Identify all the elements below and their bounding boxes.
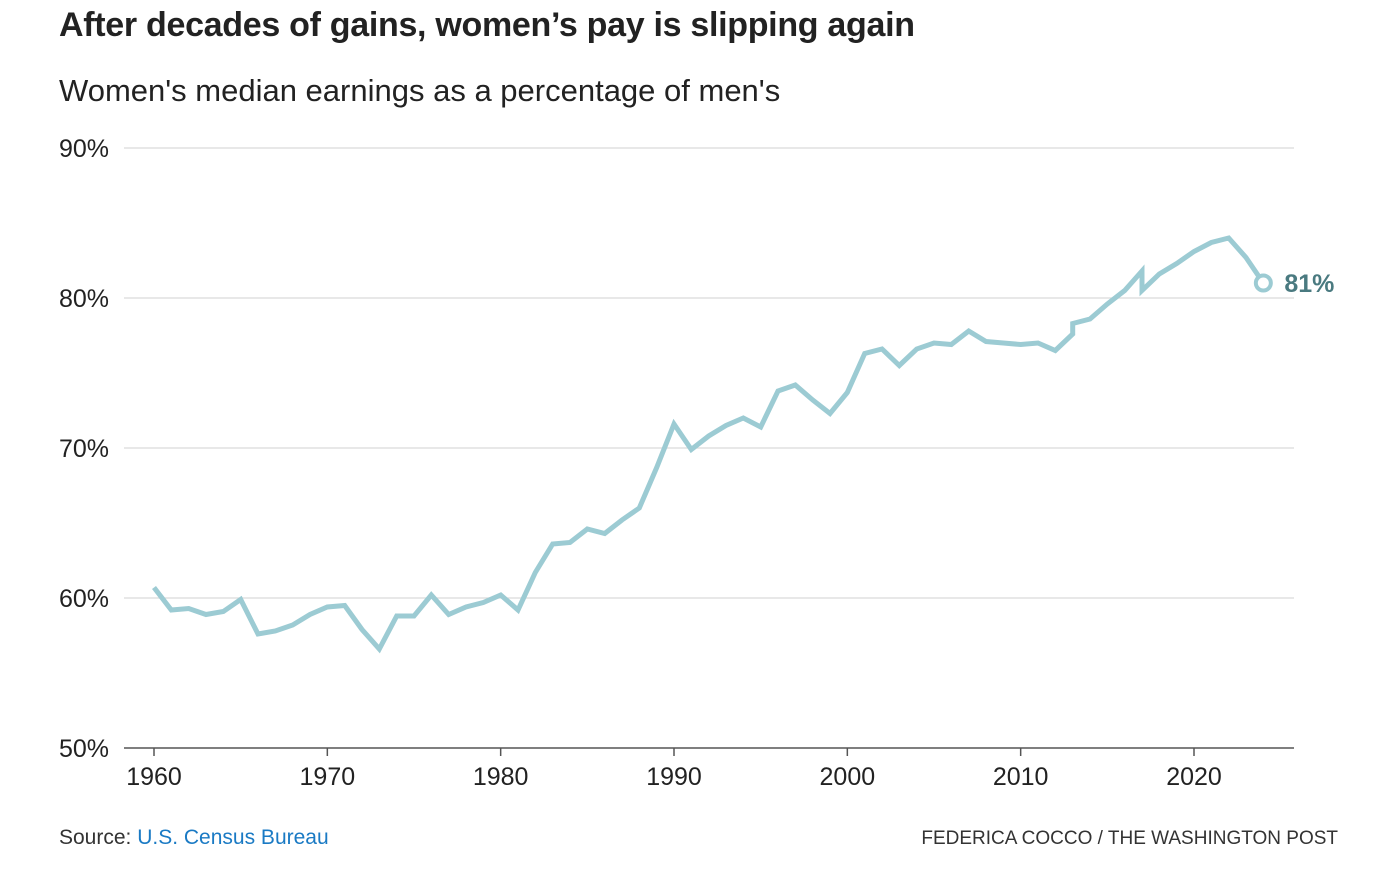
y-axis-labels: 50% 60% 70% 80% 90%	[59, 135, 109, 763]
data-point	[325, 605, 330, 610]
data-point	[1209, 240, 1214, 245]
data-point	[256, 632, 261, 637]
x-tick-label: 2020	[1166, 763, 1222, 791]
data-point	[602, 531, 607, 536]
data-point	[949, 342, 954, 347]
data-point	[914, 347, 919, 352]
data-point	[741, 416, 746, 421]
data-point	[221, 609, 226, 614]
data-point	[776, 389, 781, 394]
end-point-marker	[1253, 273, 1273, 293]
data-point	[810, 398, 815, 403]
credit-line: FEDERICA COCCO / THE WASHINGTON POST	[921, 828, 1338, 849]
data-point	[377, 647, 382, 652]
x-tick-label: 1970	[300, 763, 356, 791]
data-point	[1244, 255, 1249, 260]
data-point	[360, 627, 365, 632]
x-tick-label: 1990	[646, 763, 702, 791]
data-point	[1192, 249, 1197, 254]
data-point	[758, 425, 763, 430]
x-tick-label: 2000	[820, 763, 876, 791]
y-tick-label: 70%	[59, 435, 109, 463]
data-point	[845, 390, 850, 395]
data-point	[932, 341, 937, 346]
data-point	[793, 383, 798, 388]
gridlines	[124, 147, 1294, 749]
source-link[interactable]: U.S. Census Bureau	[137, 826, 329, 849]
data-point	[308, 612, 313, 617]
annotation-layer: 81%	[1284, 270, 1334, 298]
data-point	[706, 434, 711, 439]
data-point	[1070, 321, 1075, 326]
data-point	[481, 600, 486, 605]
data-point	[1105, 302, 1110, 307]
data-point	[1053, 348, 1058, 353]
x-tick-label: 1980	[473, 763, 529, 791]
data-point	[585, 527, 590, 532]
data-point	[828, 411, 833, 416]
data-point	[1088, 317, 1093, 322]
y-tick-label: 80%	[59, 285, 109, 313]
data-point	[342, 603, 347, 608]
data-point	[533, 570, 538, 575]
data-point	[568, 540, 573, 545]
data-point	[498, 593, 503, 598]
data-point	[204, 612, 209, 617]
data-point	[429, 593, 434, 598]
data-point	[238, 597, 243, 602]
data-point	[1157, 272, 1162, 277]
data-point	[394, 614, 399, 619]
end-value-label: 81%	[1284, 270, 1334, 298]
data-point	[724, 423, 729, 428]
data-point	[672, 422, 677, 427]
data-point	[169, 608, 174, 613]
chart-subtitle: Women's median earnings as a percentage …	[59, 73, 781, 108]
series-layer	[152, 235, 1266, 654]
data-point	[1140, 269, 1145, 274]
data-point	[862, 351, 867, 356]
data-point	[186, 606, 191, 611]
data-point	[550, 542, 555, 547]
data-point	[464, 605, 469, 610]
data-point	[1174, 261, 1179, 266]
source-note: Source: U.S. Census Bureau	[59, 826, 329, 850]
data-point	[446, 612, 451, 617]
data-point	[1070, 332, 1075, 337]
data-point	[290, 623, 295, 628]
x-tick-label: 2010	[993, 763, 1049, 791]
data-point	[516, 608, 521, 613]
data-point	[1036, 341, 1041, 346]
data-point	[620, 518, 625, 523]
data-point	[273, 629, 278, 634]
data-point	[1140, 288, 1145, 293]
y-tick-label: 60%	[59, 585, 109, 613]
data-point	[1226, 236, 1231, 241]
data-point	[1001, 341, 1006, 346]
data-point	[152, 585, 157, 590]
data-point	[689, 447, 694, 452]
x-tick-label: 1960	[126, 763, 182, 791]
data-point	[1122, 288, 1127, 293]
source-prefix: Source:	[59, 826, 138, 849]
data-point	[966, 329, 971, 334]
data-point	[1018, 342, 1023, 347]
data-point	[880, 347, 885, 352]
data-point	[897, 363, 902, 368]
x-axis: 1960 1970 1980 1990 2000 2010 2020	[126, 748, 1222, 791]
data-points	[152, 236, 1273, 652]
chart-title: After decades of gains, women’s pay is s…	[59, 6, 915, 44]
series-line	[152, 235, 1266, 654]
data-point	[654, 465, 659, 470]
data-point	[984, 339, 989, 344]
data-point	[637, 506, 642, 511]
data-point	[412, 614, 417, 619]
y-tick-label: 90%	[59, 135, 109, 163]
y-tick-label: 50%	[59, 735, 109, 763]
